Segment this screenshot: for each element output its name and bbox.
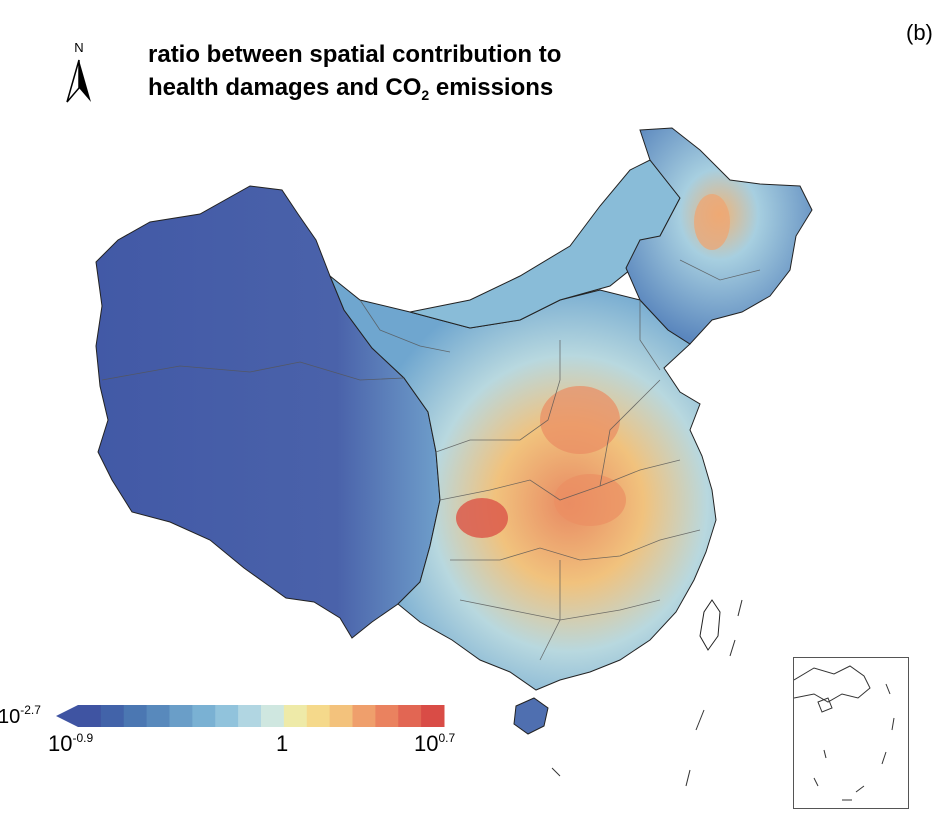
taiwan-outline <box>699 599 721 651</box>
region-west <box>95 185 441 639</box>
legend-tick-mid: 1 <box>276 731 289 756</box>
colorbar-swatch <box>352 705 376 727</box>
colorbar-swatch <box>421 705 445 727</box>
north-letter: N <box>74 40 84 55</box>
map-title: ratio between spatial contribution to he… <box>148 38 561 112</box>
colorbar-swatch <box>261 705 285 727</box>
legend-tick-right: 100.7 <box>414 731 456 756</box>
region-east <box>328 274 717 691</box>
inset-map <box>793 665 895 801</box>
north-arrow-icon <box>66 59 91 103</box>
colorbar-swatch <box>306 705 331 727</box>
colorbar-swatch <box>100 705 125 727</box>
colorbar-swatch <box>123 705 148 727</box>
colorbar-swatch <box>192 705 216 727</box>
legend-min-label: 10-2.7 <box>0 703 41 728</box>
colorbar-swatch <box>375 705 399 727</box>
legend-tick-left: 10-0.9 <box>48 731 94 756</box>
south-china-sea-inset <box>793 657 909 809</box>
title-line-2: health damages and CO2 emissions <box>148 74 554 103</box>
islands <box>551 599 743 787</box>
colorbar-swatch <box>398 705 422 727</box>
colorbar-swatch <box>215 705 239 727</box>
colorbar-swatch <box>146 705 170 727</box>
colorbar-min-extension <box>56 705 78 727</box>
north-arrow: N <box>62 40 96 108</box>
hainan-island <box>513 697 549 735</box>
hotspot-hubei <box>554 474 626 526</box>
colorbar-swatch <box>238 705 262 727</box>
colorbar-swatch <box>78 705 102 727</box>
hotspot-sichuan <box>456 498 508 538</box>
colorbar-swatch <box>329 705 353 727</box>
hotspot-ne <box>694 194 730 250</box>
colorbar <box>56 705 445 727</box>
colorbar-swatch <box>283 705 308 727</box>
hotspot-central <box>540 386 620 454</box>
province-boundaries <box>101 259 761 661</box>
title-line-1: ratio between spatial contribution to <box>148 41 562 68</box>
colorbar-swatch <box>169 705 193 727</box>
panel-label: (b) <box>906 20 933 45</box>
